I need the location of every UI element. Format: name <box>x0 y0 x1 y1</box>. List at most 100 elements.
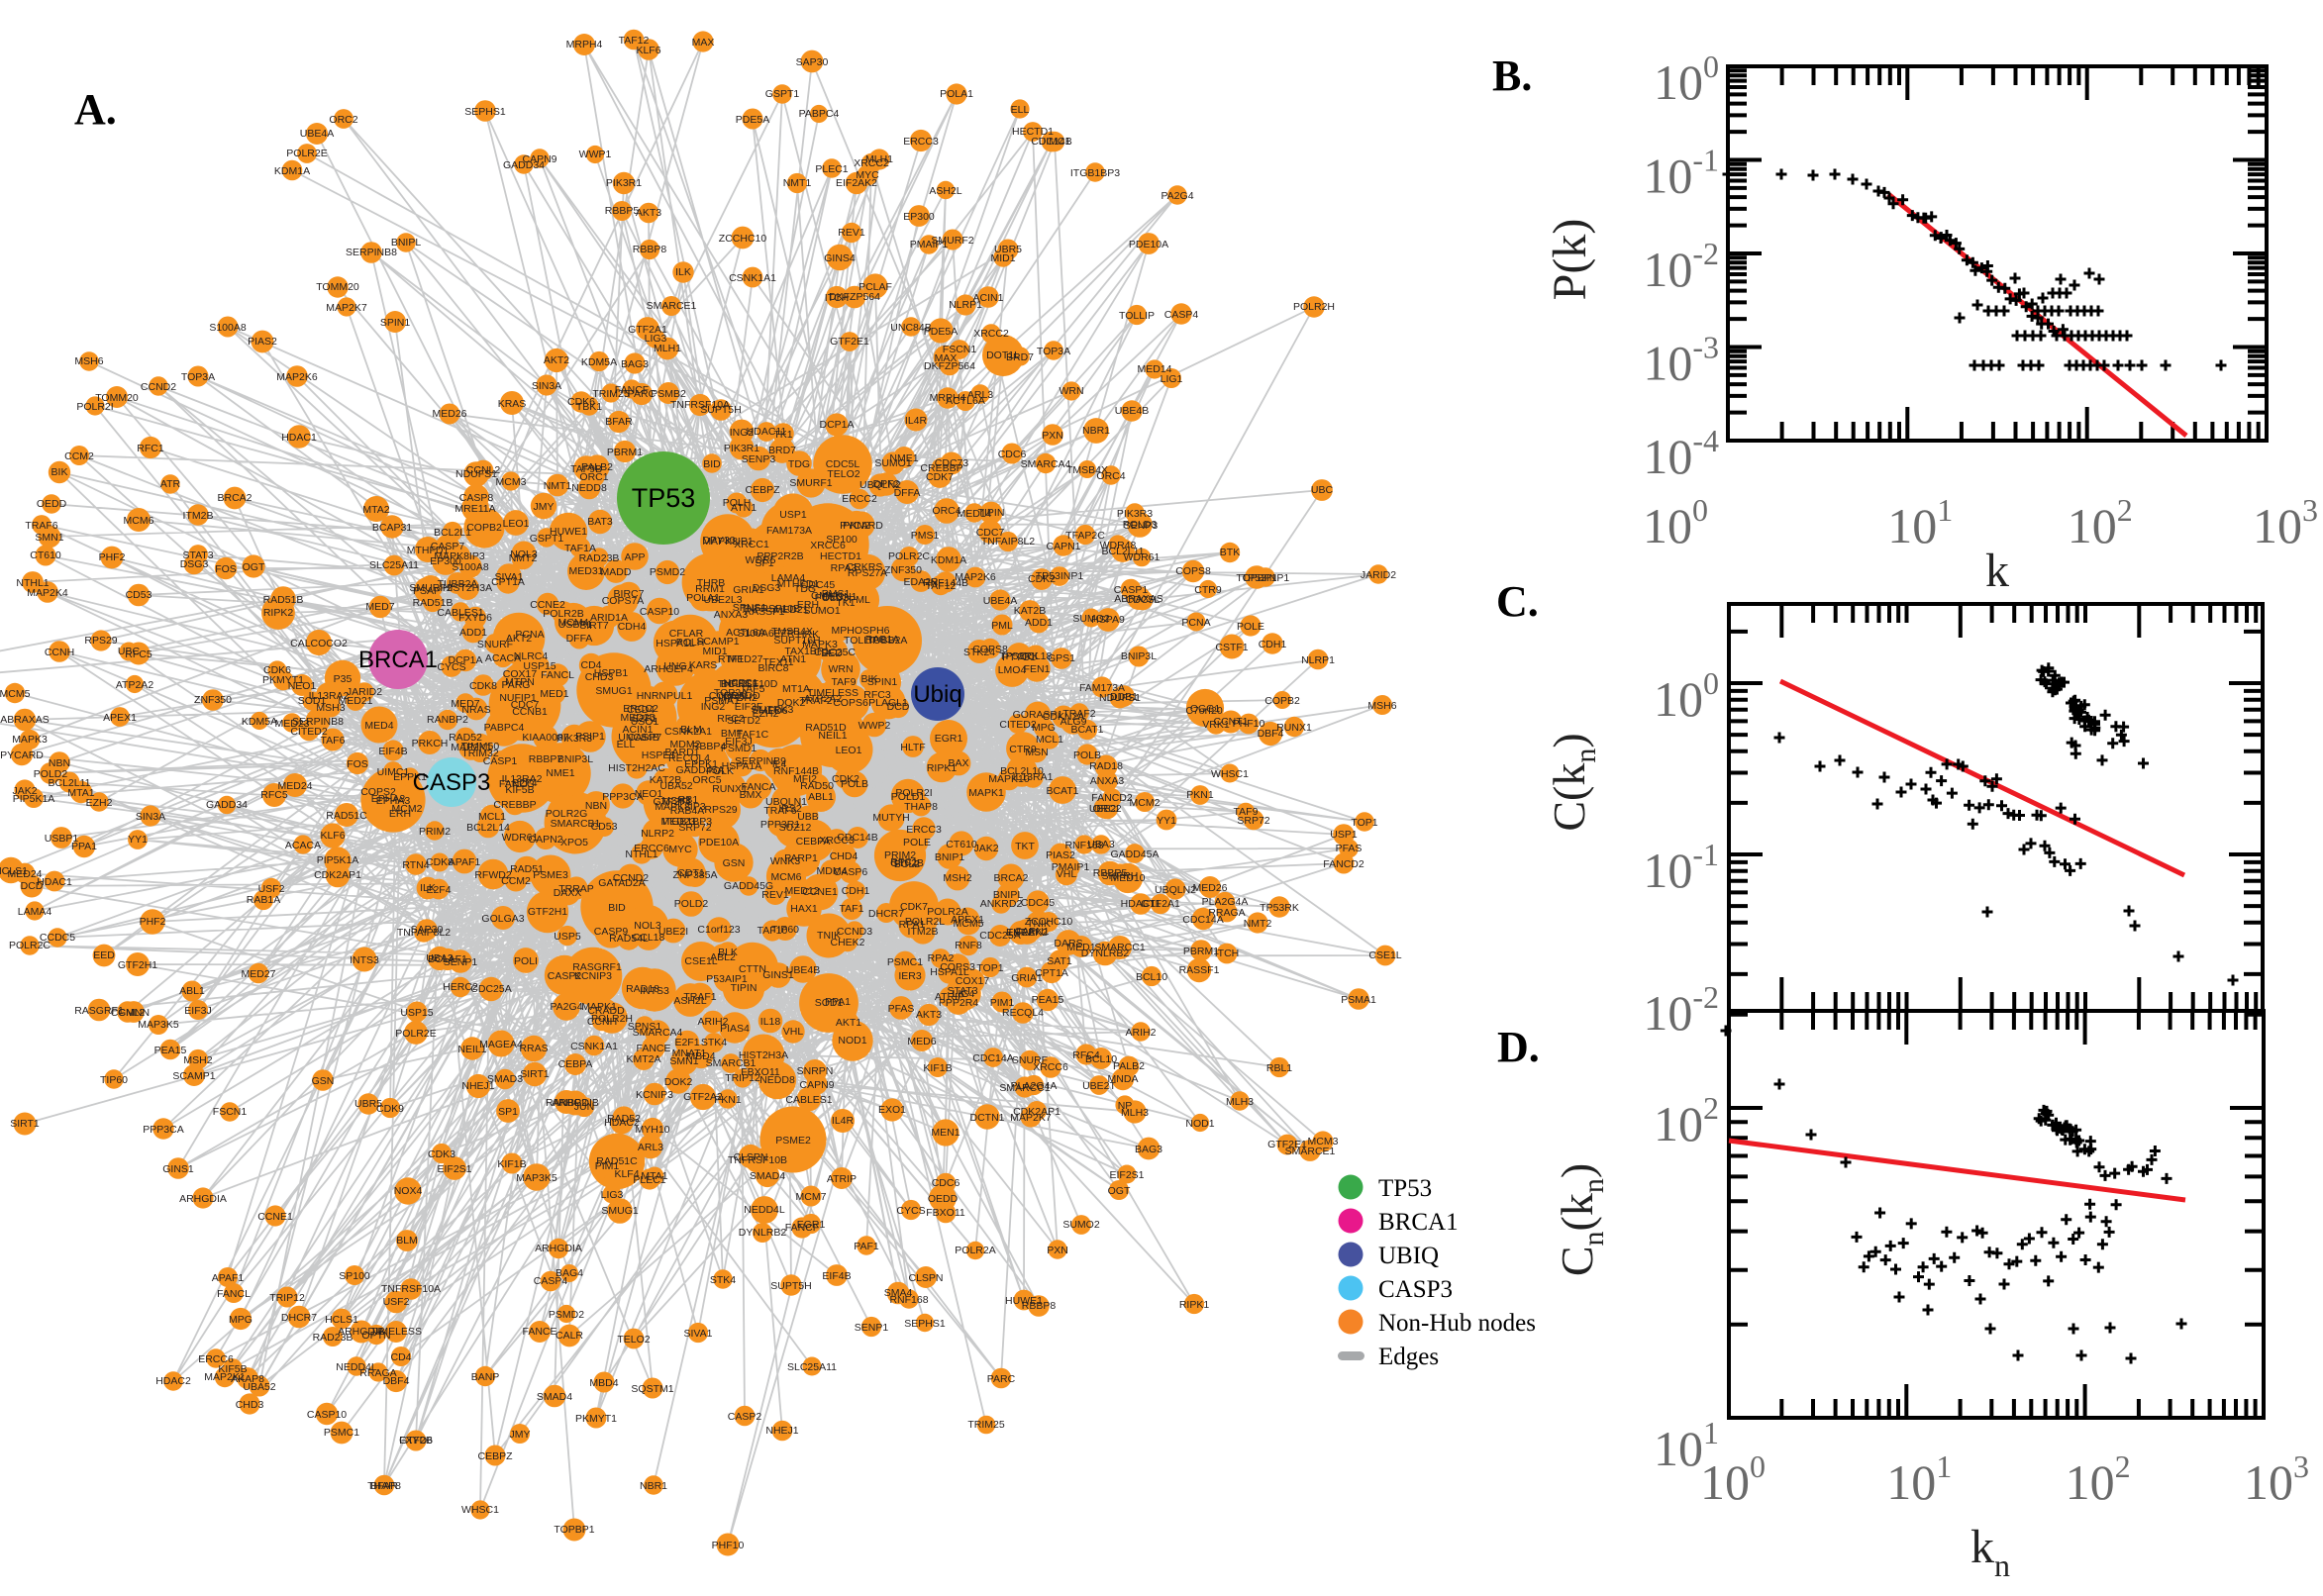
svg-text:RPS29: RPS29 <box>704 804 737 816</box>
svg-text:PHF10: PHF10 <box>1233 718 1265 730</box>
svg-text:BMX: BMX <box>740 789 762 801</box>
svg-text:WRN: WRN <box>828 663 853 675</box>
svg-text:BFAR: BFAR <box>370 1480 398 1492</box>
svg-text:RIPK1: RIPK1 <box>1179 1299 1210 1311</box>
svg-text:APEX1: APEX1 <box>103 712 137 724</box>
svg-text:CASP3: CASP3 <box>1378 1276 1453 1303</box>
svg-text:PSMA1: PSMA1 <box>1341 994 1376 1006</box>
svg-text:CCM2: CCM2 <box>501 875 531 887</box>
svg-text:NLRP1: NLRP1 <box>1301 654 1335 666</box>
svg-text:ACTL6A: ACTL6A <box>946 395 985 407</box>
svg-text:LEO1: LEO1 <box>836 745 862 756</box>
svg-text:KCNIP3: KCNIP3 <box>636 1089 673 1101</box>
svg-text:PEA15: PEA15 <box>1032 994 1064 1006</box>
svg-text:ORC2: ORC2 <box>1092 803 1121 815</box>
svg-text:E2F4: E2F4 <box>426 884 451 896</box>
svg-text:MCM3: MCM3 <box>496 476 527 488</box>
svg-text:REV1: REV1 <box>838 227 865 239</box>
svg-text:RPS29: RPS29 <box>84 635 117 647</box>
svg-text:NOD1: NOD1 <box>1185 1118 1214 1130</box>
svg-text:SMURF1: SMURF1 <box>789 477 832 489</box>
svg-text:CEBPZ: CEBPZ <box>477 1450 513 1462</box>
svg-text:GPS1: GPS1 <box>1048 652 1075 664</box>
svg-text:PSME2: PSME2 <box>775 1135 811 1147</box>
svg-text:TP53INP1: TP53INP1 <box>1036 570 1084 582</box>
svg-text:EZR: EZR <box>774 628 795 640</box>
svg-text:EIF3J: EIF3J <box>184 1005 211 1017</box>
svg-text:PABPC4: PABPC4 <box>799 108 840 120</box>
svg-text:SUMO2: SUMO2 <box>1062 1219 1100 1231</box>
svg-text:UBE2I: UBE2I <box>658 926 688 938</box>
svg-text:MNDA: MNDA <box>1108 1073 1139 1085</box>
svg-text:MED1: MED1 <box>1066 942 1095 953</box>
svg-text:BAT3: BAT3 <box>587 516 613 528</box>
svg-text:RBBP8: RBBP8 <box>633 244 667 255</box>
svg-text:OGT: OGT <box>243 561 265 573</box>
svg-text:CCM2: CCM2 <box>64 450 94 462</box>
svg-text:SMAD4: SMAD4 <box>537 1391 572 1403</box>
svg-text:JMY: JMY <box>510 1429 531 1441</box>
svg-text:UBE4B: UBE4B <box>1115 405 1149 417</box>
svg-text:BIRC8: BIRC8 <box>758 662 789 674</box>
svg-text:MAP2K7: MAP2K7 <box>1010 1112 1052 1124</box>
svg-text:MCM2: MCM2 <box>1130 797 1161 809</box>
svg-text:PLA2G4A: PLA2G4A <box>1011 1080 1058 1092</box>
svg-text:FAM173A: FAM173A <box>1079 682 1125 694</box>
svg-text:SIN3A: SIN3A <box>532 380 561 392</box>
svg-text:EXO1: EXO1 <box>878 1104 906 1116</box>
svg-text:FOS: FOS <box>215 563 237 575</box>
svg-text:PFAS: PFAS <box>888 1003 915 1015</box>
svg-text:ZNF350: ZNF350 <box>884 564 922 576</box>
svg-text:MED4: MED4 <box>364 720 393 732</box>
svg-text:WWP1: WWP1 <box>579 149 612 160</box>
svg-text:PHF2: PHF2 <box>140 916 166 928</box>
svg-text:MSN: MSN <box>1025 747 1048 758</box>
svg-text:WHSC1: WHSC1 <box>461 1504 499 1516</box>
svg-text:PPP3R1: PPP3R1 <box>760 819 800 831</box>
svg-text:POLD3: POLD3 <box>1123 519 1158 531</box>
svg-text:CT610: CT610 <box>30 549 61 561</box>
svg-text:ITM2B: ITM2B <box>908 926 939 938</box>
svg-text:PALB2: PALB2 <box>581 461 613 473</box>
svg-text:GOLGA3: GOLGA3 <box>481 913 524 925</box>
svg-text:EZH2: EZH2 <box>86 797 113 809</box>
svg-text:SLC25A11: SLC25A11 <box>787 1361 837 1373</box>
svg-text:MED14: MED14 <box>1137 363 1171 375</box>
svg-text:MED7: MED7 <box>365 601 394 613</box>
svg-text:MAP2K1: MAP2K1 <box>451 742 492 753</box>
svg-text:RAD51B: RAD51B <box>263 594 304 606</box>
svg-text:PMS1: PMS1 <box>911 530 940 542</box>
svg-text:VHL: VHL <box>783 1026 804 1038</box>
svg-text:POLK: POLK <box>706 765 734 777</box>
svg-text:POLE: POLE <box>903 837 931 848</box>
svg-text:RAD51D: RAD51D <box>805 722 847 734</box>
svg-text:NME1: NME1 <box>889 452 918 464</box>
svg-text:PSMD2: PSMD2 <box>650 566 685 578</box>
svg-text:EGR1: EGR1 <box>935 733 963 745</box>
svg-text:CDK7: CDK7 <box>926 471 954 483</box>
svg-text:BNIPL: BNIPL <box>391 237 422 249</box>
svg-text:NBR1: NBR1 <box>1082 425 1110 437</box>
svg-text:Edges: Edges <box>1378 1344 1439 1370</box>
svg-text:LAMA4: LAMA4 <box>771 572 806 584</box>
svg-text:RAD51: RAD51 <box>510 863 544 875</box>
svg-text:HLTF: HLTF <box>900 742 925 753</box>
svg-text:SMUG1: SMUG1 <box>601 1205 639 1217</box>
svg-text:XPO5: XPO5 <box>560 837 588 848</box>
svg-text:CAPN1: CAPN1 <box>1046 541 1080 552</box>
svg-text:JAK2: JAK2 <box>973 843 998 854</box>
svg-text:GSPT1: GSPT1 <box>530 533 564 545</box>
svg-text:MSH6: MSH6 <box>74 355 103 367</box>
svg-text:FBXO11: FBXO11 <box>926 1207 965 1219</box>
svg-text:SMN1: SMN1 <box>35 532 63 544</box>
svg-text:RRAGA: RRAGA <box>1208 907 1245 919</box>
svg-text:RAD50: RAD50 <box>800 780 834 792</box>
svg-text:IL4R: IL4R <box>832 1115 855 1127</box>
svg-text:MRPH4: MRPH4 <box>566 39 603 50</box>
svg-text:MT1A: MT1A <box>782 683 810 695</box>
svg-text:JARID2: JARID2 <box>1361 569 1396 581</box>
svg-text:NUFIP1: NUFIP1 <box>499 692 537 704</box>
svg-text:UNC84B: UNC84B <box>618 732 658 744</box>
svg-text:EED: EED <box>93 949 115 961</box>
svg-text:KAT2B: KAT2B <box>1014 605 1046 617</box>
